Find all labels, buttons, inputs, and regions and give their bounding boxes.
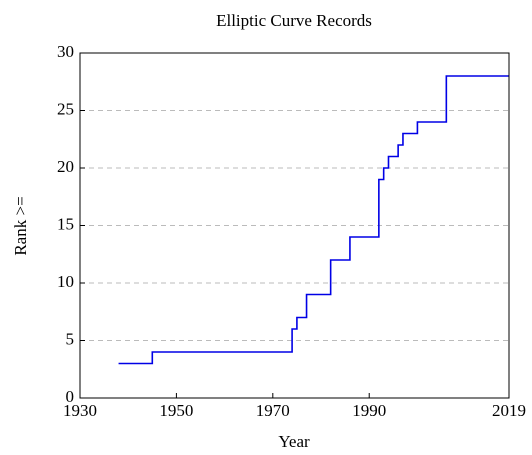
chart-title: Elliptic Curve Records <box>216 11 372 30</box>
y-tick-label: 5 <box>66 329 75 348</box>
y-tick-label: 30 <box>57 42 74 61</box>
y-tick-label: 25 <box>57 99 74 118</box>
y-tick-label: 15 <box>57 214 74 233</box>
x-axis-label: Year <box>278 432 310 451</box>
plot-frame <box>79 52 510 399</box>
x-tick-label: 1950 <box>159 401 193 420</box>
y-axis-label: Rank >= <box>11 196 30 255</box>
y-tick-label: 0 <box>66 387 75 406</box>
x-tick-label: 1930 <box>63 401 97 420</box>
step-line <box>118 75 509 365</box>
y-tick-label: 10 <box>57 272 74 291</box>
x-tick-label: 2019 <box>492 401 526 420</box>
x-tick-label: 1970 <box>256 401 290 420</box>
x-tick-label: 1990 <box>352 401 386 420</box>
y-tick-label: 20 <box>57 157 74 176</box>
